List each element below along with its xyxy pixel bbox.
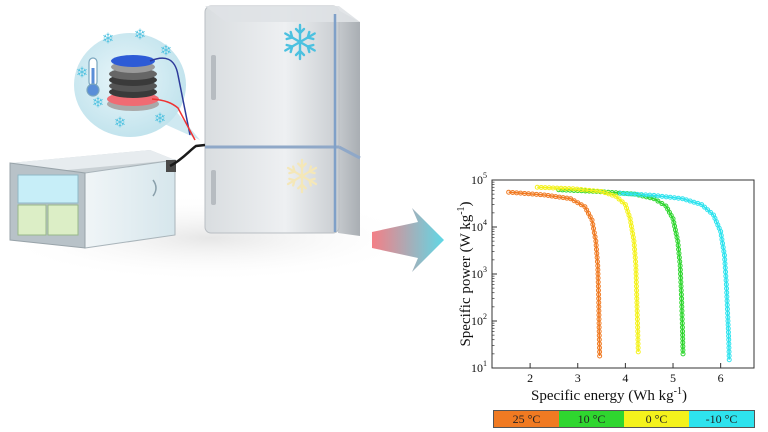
data-point [575,200,581,206]
data-point [702,204,708,210]
x-axis-label: Specific energy (Wh kg-1) [531,386,687,404]
legend-item-0c: 0 °C [624,411,689,427]
data-point [699,202,705,208]
x-tick-label: 5 [670,371,676,385]
legend-item-10c: 10 °C [559,411,624,427]
data-point [635,349,641,355]
plot-frame [491,179,755,369]
transition-arrow [372,208,444,272]
series-0c [534,184,641,355]
data-point [613,193,619,199]
data-point [726,357,732,363]
temperature-legend: 25 °C 10 °C 0 °C -10 °C [493,410,755,428]
x-tick-label: 2 [527,371,533,385]
x-tick-label: 6 [718,371,724,385]
data-point [659,201,665,207]
series--10c [618,190,732,363]
y-tick-label: 103 [471,265,487,281]
data-point [616,196,622,202]
x-axis-ticks: 2 3 4 5 6 [527,363,724,385]
series-line [620,192,730,360]
connection-cable [169,143,206,168]
legend-item-minus10c: -10 °C [689,411,754,427]
coin-cell-stack-icon [107,55,196,141]
data-point [680,351,686,357]
ragone-chart: 101 102 103 104 105 2 3 4 5 6 Specific energy (W… [456,171,755,404]
thermometer-icon [86,57,100,97]
data-point [619,199,625,205]
tester-box-illustration [9,150,176,249]
data-point [655,198,661,204]
x-tick-label: 3 [575,371,581,385]
y-tick-label: 101 [471,359,487,375]
series-line [537,186,639,352]
data-point [651,196,657,202]
series-25c [506,189,603,359]
legend-item-25c: 25 °C [494,411,559,427]
data-point [708,209,714,215]
x-tick-label: 4 [622,371,628,385]
data-point [571,198,577,204]
data-point [705,207,711,213]
data-point [597,353,603,359]
data-point [578,202,584,208]
y-axis-label: Specific power (W kg-1) [456,201,474,346]
y-tick-label: 102 [471,312,487,328]
y-axis-ticks: 101 102 103 104 105 [471,171,497,375]
data-point [568,196,574,202]
y-tick-label: 105 [471,171,487,187]
refrigerator-illustration [204,5,361,236]
series-layer [506,184,732,363]
y-tick-label: 104 [471,218,487,234]
